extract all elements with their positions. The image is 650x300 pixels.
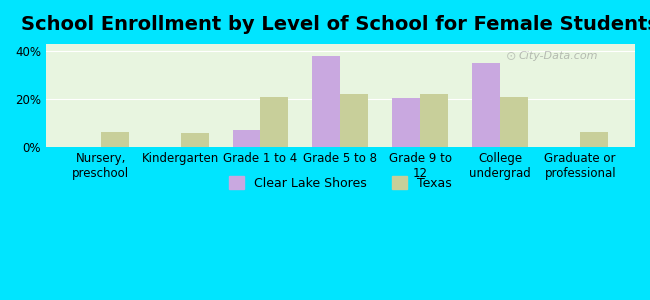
Text: City-Data.com: City-Data.com	[519, 51, 598, 61]
Title: School Enrollment by Level of School for Female Students: School Enrollment by Level of School for…	[21, 15, 650, 34]
Bar	[233, 130, 261, 147]
Bar	[341, 94, 369, 147]
Bar	[313, 56, 341, 147]
Text: ⊙: ⊙	[506, 50, 517, 63]
Legend: Clear Lake Shores, Texas: Clear Lake Shores, Texas	[224, 171, 457, 195]
Bar	[101, 131, 129, 147]
Bar	[473, 63, 501, 147]
Bar	[580, 131, 608, 147]
Bar	[500, 97, 528, 147]
Bar	[421, 94, 448, 147]
Bar	[261, 97, 289, 147]
Bar	[393, 98, 421, 147]
Bar	[181, 133, 209, 147]
